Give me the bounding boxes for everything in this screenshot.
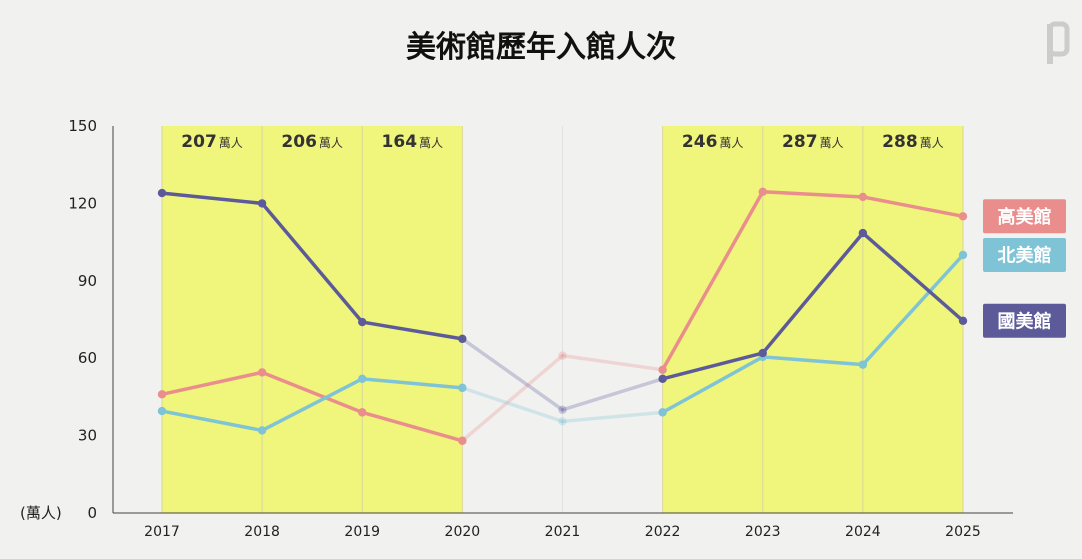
series-group bbox=[157, 187, 968, 445]
y-tick-label: 30 bbox=[78, 427, 97, 445]
data-point bbox=[157, 406, 167, 416]
x-tick-label: 2019 bbox=[344, 524, 380, 540]
data-point bbox=[257, 426, 267, 435]
band-total-label: 246 萬人 bbox=[682, 132, 744, 152]
legend-item: 高美館 bbox=[983, 199, 1066, 234]
data-point bbox=[157, 390, 167, 399]
y-axis-unit-label: (萬人) bbox=[20, 504, 62, 522]
series-line-segment bbox=[360, 320, 465, 341]
series-line-segment bbox=[560, 410, 665, 424]
data-point bbox=[257, 199, 267, 208]
series-line-segment bbox=[160, 409, 264, 433]
x-tick-label: 2021 bbox=[545, 524, 581, 540]
data-point bbox=[558, 351, 567, 360]
data-point bbox=[658, 374, 667, 384]
series-line-segment bbox=[861, 231, 965, 323]
band-total-labels: 207 萬人 206 萬人 164 萬人 246 萬人 287 萬人 288 萬人 bbox=[181, 132, 943, 152]
data-point bbox=[358, 408, 367, 417]
series-line-segment bbox=[360, 377, 465, 390]
band-total-label: 206 萬人 bbox=[281, 132, 343, 152]
y-tick-label: 0 bbox=[87, 504, 97, 522]
data-point bbox=[157, 188, 167, 198]
data-point bbox=[558, 405, 567, 414]
series-line-segment bbox=[660, 190, 765, 372]
series-line-segment bbox=[460, 337, 565, 412]
series-group bbox=[157, 188, 968, 414]
series-line-segment bbox=[560, 377, 665, 412]
y-tick-labels: 0 30 60 90 120 150 bbox=[68, 117, 97, 522]
data-point bbox=[358, 317, 367, 327]
series-line-segment bbox=[160, 191, 264, 206]
series-line-segment bbox=[460, 353, 565, 443]
y-tick-label: 60 bbox=[78, 349, 97, 367]
x-tick-label: 2023 bbox=[745, 524, 781, 540]
y-tick-label: 120 bbox=[68, 194, 97, 212]
x-tick-label: 2018 bbox=[244, 524, 280, 540]
highlight-band bbox=[162, 126, 463, 513]
y-tick-label: 150 bbox=[68, 117, 97, 135]
series-line-segment bbox=[861, 195, 965, 219]
series-line-segment bbox=[460, 386, 565, 424]
x-tick-label: 2022 bbox=[645, 524, 681, 540]
data-point bbox=[858, 360, 868, 369]
band-total-label: 287 萬人 bbox=[782, 132, 844, 152]
series-line-segment bbox=[660, 351, 765, 381]
series-group bbox=[157, 250, 968, 435]
legend-swatch bbox=[983, 303, 1066, 338]
x-tick-label: 2024 bbox=[845, 524, 881, 540]
series-line-segment bbox=[761, 355, 865, 367]
data-point bbox=[758, 187, 767, 196]
data-point bbox=[257, 368, 267, 377]
series-line-segment bbox=[160, 370, 264, 397]
series-line-segment bbox=[260, 201, 364, 324]
data-point bbox=[858, 192, 868, 202]
legend-swatch bbox=[983, 199, 1066, 234]
publisher-logo-icon bbox=[1044, 21, 1070, 64]
series-line-segment bbox=[260, 370, 364, 415]
legend-label: 北美館 bbox=[998, 245, 1052, 267]
series-line-segment bbox=[560, 353, 665, 372]
data-point bbox=[958, 250, 968, 260]
chart-title: 美術館歷年入館人次 bbox=[406, 30, 676, 65]
data-point bbox=[358, 374, 367, 384]
data-point bbox=[658, 365, 667, 375]
data-point bbox=[958, 316, 968, 325]
band-total-label: 207 萬人 bbox=[181, 132, 243, 152]
highlight-bands bbox=[161, 126, 964, 513]
band-total-label: 288 萬人 bbox=[882, 132, 944, 152]
data-point bbox=[958, 212, 968, 221]
band-total-label: 164 萬人 bbox=[382, 132, 444, 152]
series-line-segment bbox=[761, 231, 865, 355]
highlight-band bbox=[662, 126, 963, 513]
series-line-segment bbox=[660, 355, 765, 415]
x-tick-label: 2017 bbox=[144, 524, 180, 540]
data-point bbox=[558, 417, 567, 426]
data-point bbox=[858, 228, 868, 238]
series-line-segment bbox=[360, 410, 465, 443]
series-line-segment bbox=[761, 190, 865, 199]
x-tick-label: 2025 bbox=[945, 524, 981, 540]
legend-item: 國美館 bbox=[983, 303, 1066, 338]
series-lines bbox=[157, 187, 968, 445]
series-line-segment bbox=[861, 253, 965, 367]
axes bbox=[112, 126, 1013, 514]
data-point bbox=[658, 408, 667, 417]
legend-label: 高美館 bbox=[998, 206, 1052, 228]
series-line-segment bbox=[260, 377, 364, 433]
y-tick-label: 90 bbox=[78, 272, 97, 290]
data-point bbox=[458, 436, 467, 445]
data-point bbox=[458, 334, 467, 344]
legend-item: 北美館 bbox=[983, 238, 1066, 272]
legend-label: 國美館 bbox=[998, 310, 1052, 332]
x-tick-label: 2020 bbox=[445, 524, 481, 540]
legend-swatch bbox=[983, 238, 1066, 272]
data-point bbox=[758, 348, 767, 358]
data-point bbox=[458, 383, 467, 393]
x-tick-labels: 2017 2018 2019 2020 2021 2022 2023 2024 2025 bbox=[144, 524, 981, 540]
